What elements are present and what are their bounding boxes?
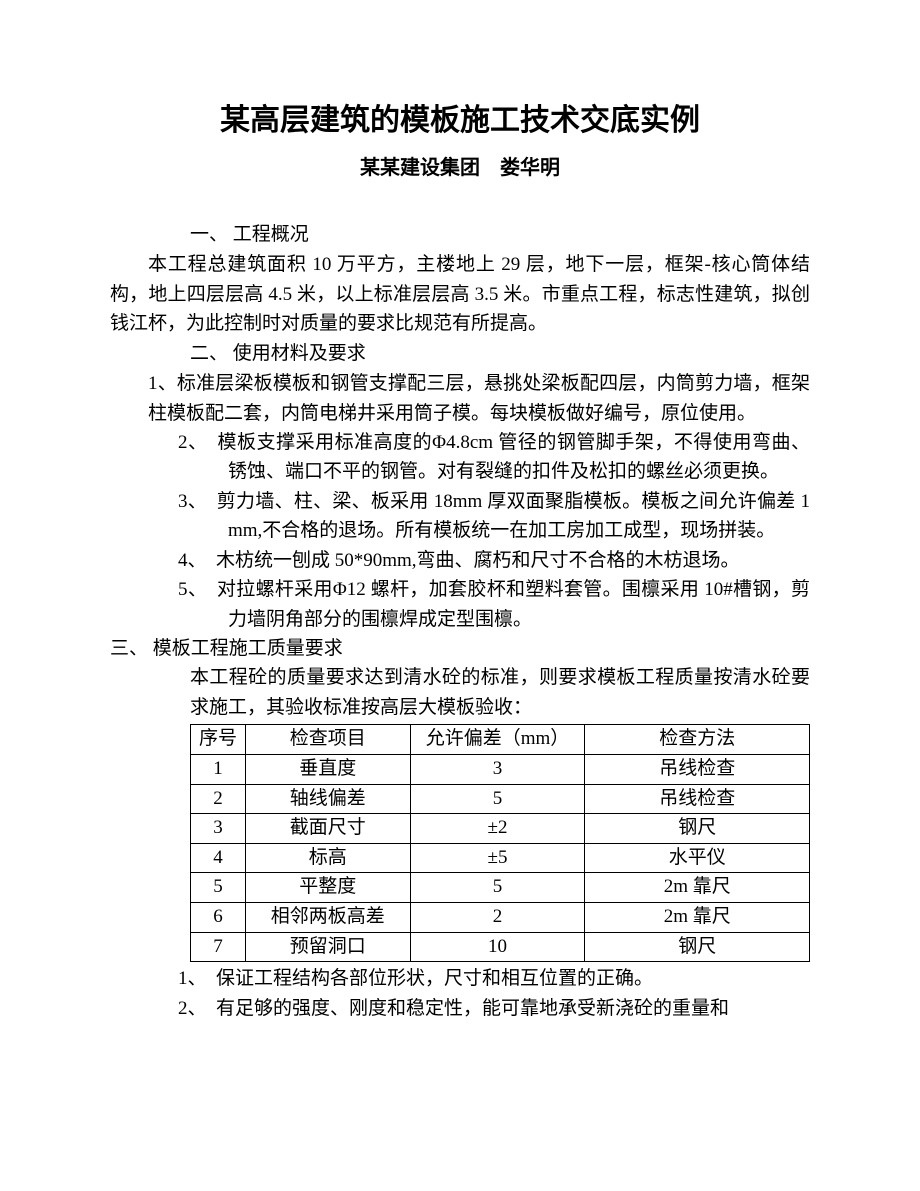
table-cell: 轴线偏差 — [245, 784, 410, 814]
section-2-heading: 二、 使用材料及要求 — [190, 339, 810, 369]
section-1-heading: 一、 工程概况 — [190, 220, 810, 250]
table-header-method: 检查方法 — [585, 725, 810, 755]
section-2-item-5: 5、 对拉螺杆采用Φ12 螺杆，加套胶杯和塑料套管。围檩采用 10#槽钢，剪力墙… — [110, 575, 810, 634]
section-3-heading: 三、 模板工程施工质量要求 — [110, 634, 810, 663]
document-title: 某高层建筑的模板施工技术交底实例 — [110, 95, 810, 139]
section-2-item-4: 4、 木枋统一刨成 50*90mm,弯曲、腐朽和尺寸不合格的木枋退场。 — [110, 546, 810, 575]
table-cell: 3 — [410, 754, 585, 784]
table-cell: 1 — [191, 754, 246, 784]
table-cell: 截面尺寸 — [245, 814, 410, 844]
table-cell: 吊线检查 — [585, 754, 810, 784]
table-header-row: 序号 检查项目 允许偏差（mm） 检查方法 — [191, 725, 810, 755]
table-cell: 5 — [410, 873, 585, 903]
table-row: 5 平整度 5 2m 靠尺 — [191, 873, 810, 903]
table-cell: 预留洞口 — [245, 932, 410, 962]
table-cell: 标高 — [245, 843, 410, 873]
table-cell: 钢尺 — [585, 814, 810, 844]
table-header-item: 检查项目 — [245, 725, 410, 755]
table-row: 6 相邻两板高差 2 2m 靠尺 — [191, 902, 810, 932]
section-3-after-2: 2、 有足够的强度、刚度和稳定性，能可靠地承受新浇砼的重量和 — [110, 994, 810, 1023]
table-cell: 吊线检查 — [585, 784, 810, 814]
section-2-item-3: 3、 剪力墙、柱、梁、板采用 18mm 厚双面聚脂模板。模板之间允许偏差 1 m… — [110, 487, 810, 546]
table-cell: 4 — [191, 843, 246, 873]
table-cell: ±2 — [410, 814, 585, 844]
table-cell: 钢尺 — [585, 932, 810, 962]
table-cell: 7 — [191, 932, 246, 962]
table-cell: 3 — [191, 814, 246, 844]
table-row: 4 标高 ±5 水平仪 — [191, 843, 810, 873]
table-cell: 相邻两板高差 — [245, 902, 410, 932]
table-cell: 6 — [191, 902, 246, 932]
table-cell: 垂直度 — [245, 754, 410, 784]
table-cell: 5 — [410, 784, 585, 814]
table-row: 1 垂直度 3 吊线检查 — [191, 754, 810, 784]
table-row: 3 截面尺寸 ±2 钢尺 — [191, 814, 810, 844]
section-3-after-1: 1、 保证工程结构各部位形状，尺寸和相互位置的正确。 — [110, 964, 810, 993]
table-cell: ±5 — [410, 843, 585, 873]
table-cell: 2m 靠尺 — [585, 902, 810, 932]
section-1-paragraph: 本工程总建筑面积 10 万平方，主楼地上 29 层，地下一层，框架-核心筒体结构… — [110, 250, 810, 338]
table-row: 7 预留洞口 10 钢尺 — [191, 932, 810, 962]
table-header-tolerance: 允许偏差（mm） — [410, 725, 585, 755]
table-row: 2 轴线偏差 5 吊线检查 — [191, 784, 810, 814]
table-cell: 2m 靠尺 — [585, 873, 810, 903]
inspection-table: 序号 检查项目 允许偏差（mm） 检查方法 1 垂直度 3 吊线检查 2 轴线偏… — [190, 724, 810, 962]
document-subtitle: 某某建设集团 娄华明 — [110, 151, 810, 180]
table-cell: 水平仪 — [585, 843, 810, 873]
section-3-paragraph: 本工程砼的质量要求达到清水砼的标准，则要求模板工程质量按清水砼要求施工，其验收标… — [110, 663, 810, 722]
section-2-item-2: 2、 模板支撑采用标准高度的Φ4.8cm 管径的钢管脚手架，不得使用弯曲、锈蚀、… — [110, 428, 810, 487]
table-cell: 5 — [191, 873, 246, 903]
table-header-seq: 序号 — [191, 725, 246, 755]
table-cell: 2 — [410, 902, 585, 932]
table-cell: 平整度 — [245, 873, 410, 903]
table-cell: 10 — [410, 932, 585, 962]
table-cell: 2 — [191, 784, 246, 814]
section-2-item-1: 1、标准层梁板模板和钢管支撑配三层，悬挑处梁板配四层，内筒剪力墙，框架柱模板配二… — [110, 369, 810, 428]
